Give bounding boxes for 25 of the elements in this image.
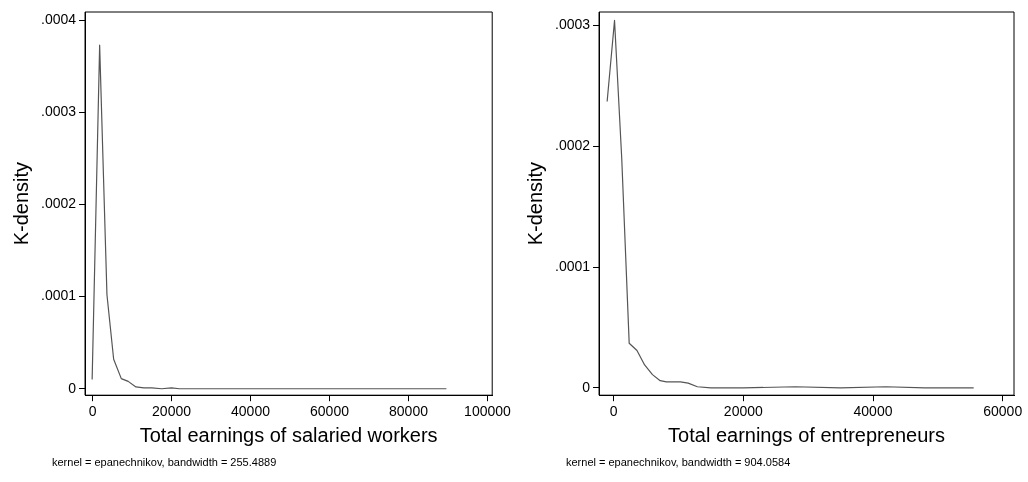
x-tick-label: 100000 <box>464 403 512 420</box>
x-tick-label: 0 <box>609 403 618 420</box>
x-tick-label: 80000 <box>389 403 429 420</box>
y-tick-label: .0003 <box>554 16 591 33</box>
x-axis-title: Total earnings of entrepreneurs <box>668 423 945 446</box>
x-tick-label: 0 <box>88 403 97 420</box>
y-tick-label: .0002 <box>554 137 591 154</box>
x-tick-label: 60000 <box>983 403 1023 420</box>
x-tick-label: 40000 <box>853 403 893 420</box>
x-tick-label: 40000 <box>231 403 271 420</box>
y-tick-label: 0 <box>68 379 77 396</box>
y-tick-label: .0001 <box>554 257 591 274</box>
y-axis-title: K-density <box>9 161 32 246</box>
y-axis-title: K-density <box>523 161 546 246</box>
y-tick-label: 0 <box>582 378 591 395</box>
x-axis-title: Total earnings of salaried workers <box>139 423 438 446</box>
text: kernel = epanechnikov, bandwidth = 255.4889 <box>52 456 277 468</box>
x-tick-label: 20000 <box>723 403 763 420</box>
x-tick-label: 20000 <box>152 403 192 420</box>
y-tick-label: .0003 <box>40 103 77 120</box>
text: kernel = epanechnikov, bandwidth = 904.0584 <box>566 456 791 468</box>
y-tick-label: .0002 <box>40 195 77 212</box>
x-tick-label: 60000 <box>310 403 350 420</box>
y-tick-label: .0001 <box>40 287 77 304</box>
y-tick-label: .0004 <box>40 11 77 28</box>
